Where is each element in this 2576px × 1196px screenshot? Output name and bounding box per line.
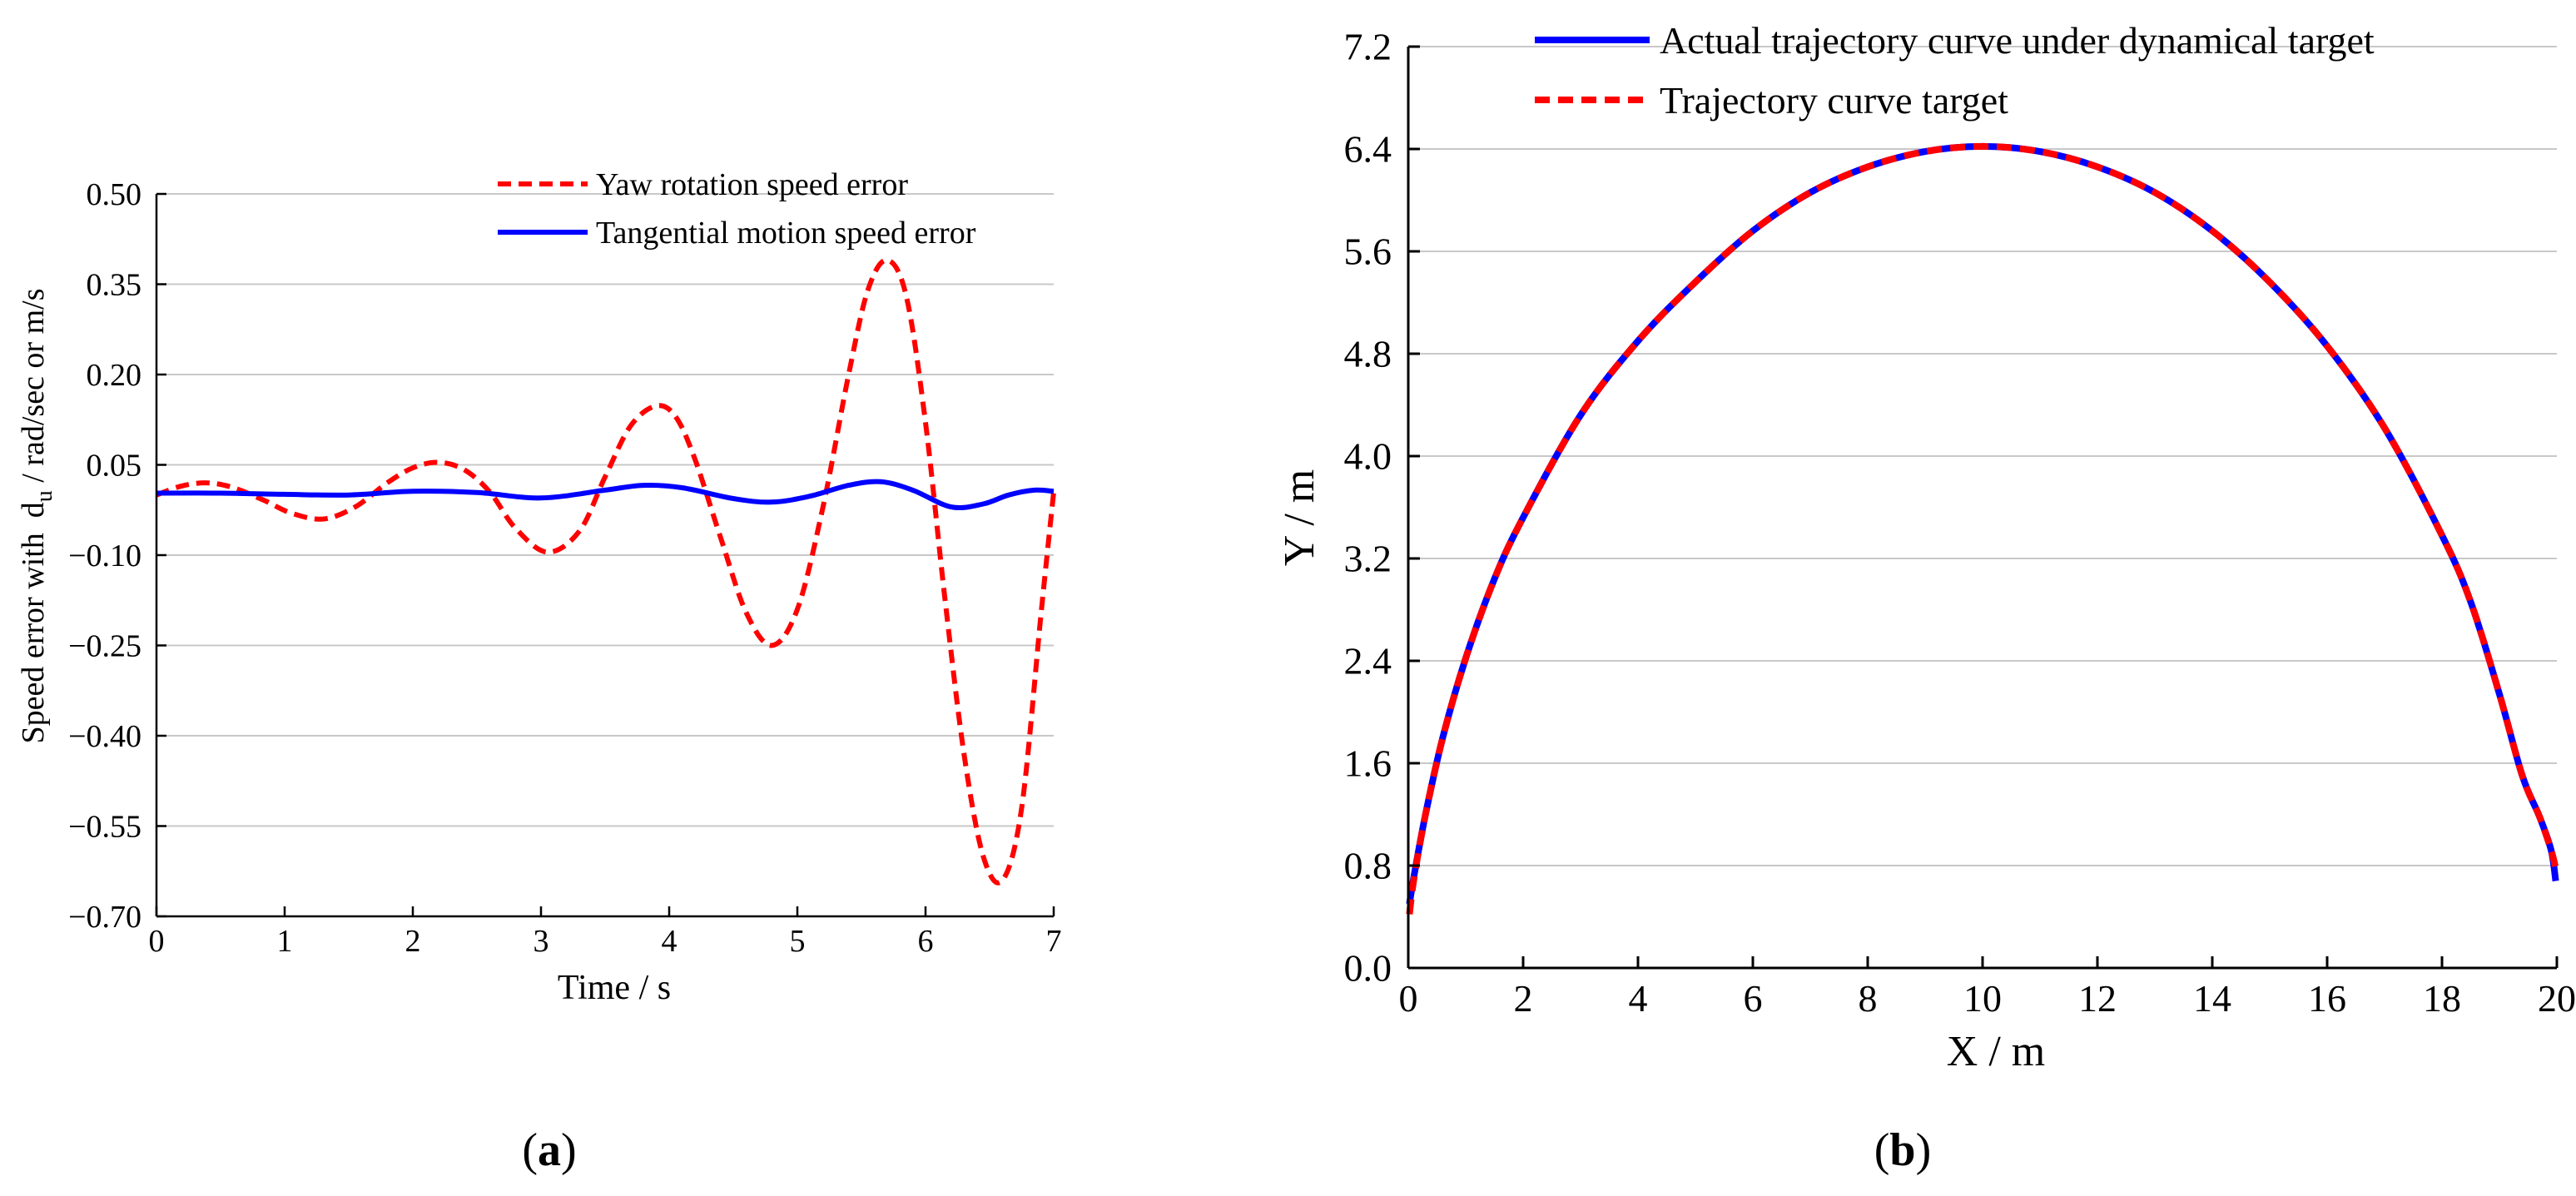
chart-a-x-tick-label: 3 <box>534 924 549 959</box>
chart-b-gridlines <box>1408 46 2557 866</box>
chart-b-x-tick-label: 6 <box>1744 977 1763 1020</box>
chart-b-y-tick-label: 0.8 <box>1344 845 1392 887</box>
chart-b-x-tick-label: 12 <box>2078 977 2117 1020</box>
chart-b-x-axis-label: X / m <box>1947 1028 2045 1075</box>
chart-a-x-axis-label: Time / s <box>558 969 671 1007</box>
chart-a-panel-letter: a <box>538 1124 561 1176</box>
chart-b-y-tick-label: 0.0 <box>1344 947 1392 990</box>
chart-b-y-tick-label: 2.4 <box>1344 640 1392 682</box>
chart-a-x-tick-label: 5 <box>790 924 806 959</box>
chart-a: 0 1 2 3 4 5 6 7 −0.70 −0.55 −0.40 −0.25 −0.10 0.05 0.2… <box>16 167 1062 1176</box>
chart-a-series <box>155 257 1056 886</box>
chart-a-legend-label-tangential: Tangential motion speed error <box>596 216 976 251</box>
chart-a-x-tick-label: 2 <box>405 924 421 959</box>
chart-b-y-tick-label: 1.6 <box>1344 742 1392 785</box>
chart-a-x-tick-label: 7 <box>1046 924 1062 959</box>
chart-a-y-tick-label: 0.50 <box>87 177 142 212</box>
chart-b-panel-label: (b) <box>1874 1124 1931 1176</box>
chart-b: 0 2 4 6 8 10 12 14 16 18 20 0.0 0.8 1.6 2.4 3.2 4.0 4.8 5.… <box>1276 19 2576 1176</box>
chart-a-y-tick-label: 0.05 <box>87 448 142 483</box>
chart-a-panel-label: (a) <box>522 1124 576 1176</box>
chart-b-series-2-line <box>1406 142 2559 915</box>
chart-a-y-tick-label: 0.20 <box>87 358 142 393</box>
chart-b-y-axis-label: Y / m <box>1276 469 1323 567</box>
chart-b-y-tick-label: 6.4 <box>1344 128 1392 171</box>
chart-b-legend-label-target: Trajectory curve target <box>1660 79 2008 122</box>
chart-b-x-tick-label: 14 <box>2193 977 2231 1020</box>
chart-a-y-tick-label: −0.40 <box>68 719 141 754</box>
chart-a-y-tick-label: −0.25 <box>68 628 141 663</box>
chart-a-series-2-line <box>156 479 1055 511</box>
chart-a-y-tick-label: −0.55 <box>68 809 141 844</box>
chart-a-y-axis-label-prefix: Speed error with <box>16 533 51 743</box>
chart-a-legend: Yaw rotation speed error Tangential moti… <box>498 167 976 251</box>
chart-b-panel-letter: b <box>1889 1124 1915 1176</box>
chart-a-y-tick-label: 0.35 <box>87 267 142 302</box>
chart-a-y-axis-label-suffix: / rad/sec or m/s <box>16 289 51 491</box>
chart-a-x-tick-label: 6 <box>918 924 934 959</box>
chart-a-y-axis-label-subscript: u <box>32 490 57 502</box>
chart-b-legend-label-actual: Actual trajectory curve under dynamical … <box>1660 19 2375 62</box>
chart-b-x-tick-label: 10 <box>1963 977 2002 1020</box>
chart-b-x-tick-label: 4 <box>1629 977 1648 1020</box>
chart-b-series <box>1406 142 2559 915</box>
chart-b-x-tick-label: 20 <box>2538 977 2576 1020</box>
chart-a-y-axis-label-symbol: d <box>16 502 51 518</box>
chart-b-legend: Actual trajectory curve under dynamical … <box>1535 19 2375 122</box>
chart-b-y-tick-label: 5.6 <box>1344 231 1392 273</box>
chart-a-y-tick-label: −0.10 <box>68 538 141 573</box>
chart-a-x-tick-label: 0 <box>149 924 165 959</box>
chart-b-y-tick-label: 4.0 <box>1344 435 1392 478</box>
chart-a-series-1-line <box>155 257 1056 886</box>
chart-a-y-axis-label: Speed error with du / rad/sec or m/s <box>16 289 57 744</box>
chart-b-x-tick-label: 18 <box>2423 977 2461 1020</box>
chart-b-x-tick-label: 0 <box>1399 977 1418 1020</box>
chart-b-x-tick-label: 8 <box>1859 977 1878 1020</box>
chart-a-x-tick-label: 1 <box>277 924 293 959</box>
chart-a-ticks: 0 1 2 3 4 5 6 7 −0.70 −0.55 −0.40 −0.25 −0.10 0.05 0.2… <box>68 177 1061 959</box>
chart-a-x-tick-label: 4 <box>662 924 678 959</box>
chart-b-ticks: 0 2 4 6 8 10 12 14 16 18 20 0.0 0.8 1.6 2.4 3.2 4.0 4.8 5.… <box>1344 26 2576 1020</box>
chart-a-gridlines <box>156 193 1054 827</box>
chart-b-y-tick-label: 3.2 <box>1344 538 1392 580</box>
chart-b-x-tick-label: 16 <box>2308 977 2346 1020</box>
chart-b-x-tick-label: 2 <box>1514 977 1533 1020</box>
chart-b-y-tick-label: 4.8 <box>1344 333 1392 375</box>
chart-a-y-tick-label: −0.70 <box>68 900 141 935</box>
chart-b-y-tick-label: 7.2 <box>1344 26 1392 68</box>
chart-a-legend-label-yaw: Yaw rotation speed error <box>596 167 908 202</box>
